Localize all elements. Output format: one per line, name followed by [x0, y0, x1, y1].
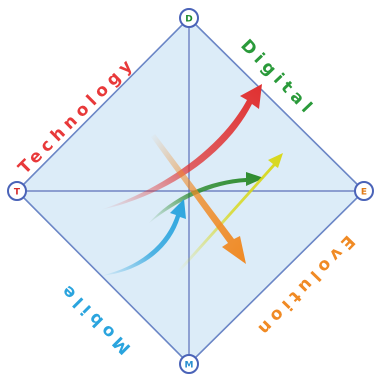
- node-top-letter: D: [185, 15, 192, 25]
- arrow-red: [100, 84, 262, 210]
- node-right: E: [354, 181, 374, 201]
- node-right-letter: E: [361, 188, 367, 198]
- arrow-green: [148, 172, 264, 224]
- node-bottom: M: [179, 354, 199, 374]
- arrow-orange: [151, 134, 246, 264]
- arrow-blue: [100, 199, 186, 276]
- node-left-letter: T: [14, 188, 21, 198]
- node-left: T: [7, 181, 27, 201]
- node-bottom-letter: M: [185, 361, 194, 371]
- node-top: D: [179, 8, 199, 28]
- arrow-yellow: [178, 153, 283, 272]
